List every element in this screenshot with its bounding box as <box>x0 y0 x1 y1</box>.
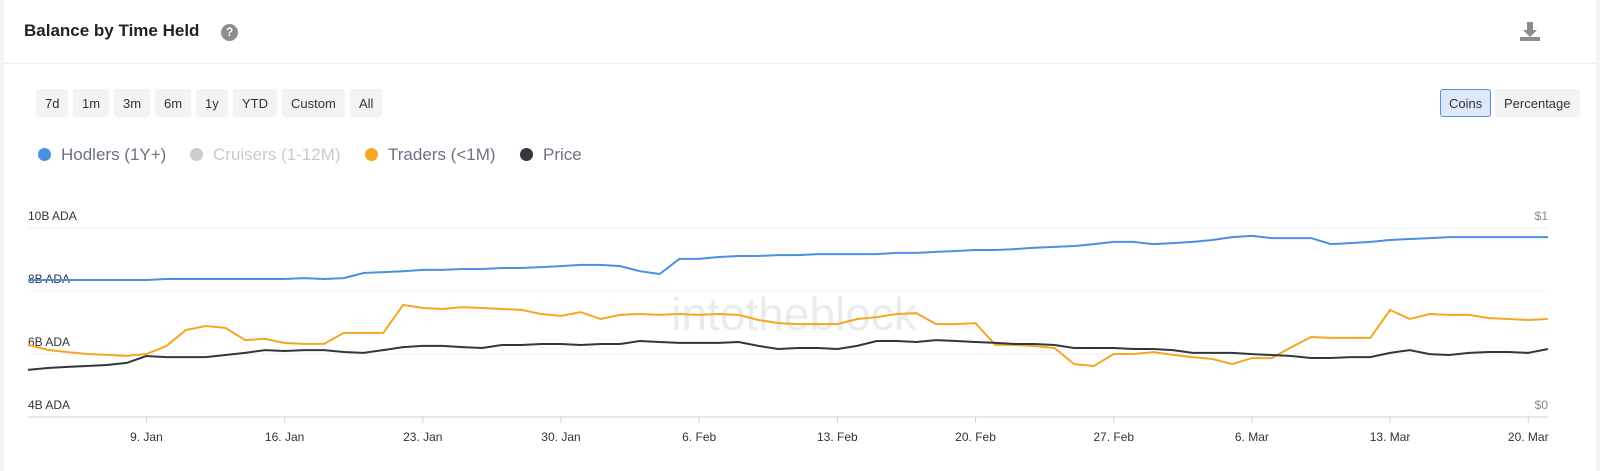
series-line <box>27 303 1549 368</box>
legend-label: Hodlers (1Y+) <box>61 145 167 164</box>
download-icon[interactable] <box>1518 20 1542 42</box>
legend-item[interactable]: Cruisers (1-12M) <box>190 145 341 165</box>
unit-button[interactable]: Coins <box>1440 89 1492 117</box>
range-button[interactable]: Custom <box>282 89 345 117</box>
y-tick-label: 4B ADA <box>28 398 70 412</box>
x-tick-label: 20. Feb <box>955 430 996 444</box>
header: Balance by Time Held ? <box>4 0 1596 64</box>
legend-item[interactable]: Hodlers (1Y+) <box>38 145 166 165</box>
x-tick-label: 20. Mar <box>1508 430 1549 444</box>
title: Balance by Time Held <box>24 21 200 40</box>
y2-tick-label: $0 <box>1535 398 1549 412</box>
x-tick-label: 6. Mar <box>1235 430 1269 444</box>
widget: Balance by Time Held ? 7d 1m 3m 6m 1y YTD Cust… <box>4 0 1596 471</box>
y-tick-label: 6B ADA <box>28 335 70 349</box>
legend-item[interactable]: Price <box>520 145 582 165</box>
range-button[interactable]: 3m <box>114 89 151 117</box>
legend-label: Price <box>543 145 582 164</box>
legend-label: Traders (<1M) <box>388 145 496 164</box>
range-button[interactable]: 7d <box>36 89 69 117</box>
y2-tick-label: $1 <box>1535 209 1549 223</box>
legend-label: Cruisers (1-12M) <box>213 145 341 164</box>
x-tick-label: 9. Jan <box>130 430 163 444</box>
series-line <box>27 339 1549 371</box>
range-button[interactable]: YTD <box>233 89 277 117</box>
help-icon[interactable]: ? <box>221 24 238 41</box>
x-tick-label: 16. Jan <box>265 430 304 444</box>
range-button[interactable]: 6m <box>155 89 192 117</box>
range-button[interactable]: 1y <box>196 89 228 117</box>
series-line <box>28 234 1548 281</box>
x-tick-label: 6. Feb <box>682 430 716 444</box>
y-tick-label: 10B ADA <box>28 209 77 223</box>
legend-item[interactable]: Traders (<1M) <box>365 145 496 165</box>
x-tick-label: 27. Feb <box>1093 430 1134 444</box>
x-tick-label: 23. Jan <box>403 430 442 444</box>
x-tick-label: 13. Mar <box>1370 430 1411 444</box>
x-tick-label: 13. Feb <box>817 430 858 444</box>
range-button[interactable]: All <box>350 89 383 117</box>
x-tick-label: 30. Jan <box>541 430 580 444</box>
unit-button[interactable]: Percentage <box>1495 89 1580 117</box>
range-button[interactable]: 1m <box>73 89 110 117</box>
